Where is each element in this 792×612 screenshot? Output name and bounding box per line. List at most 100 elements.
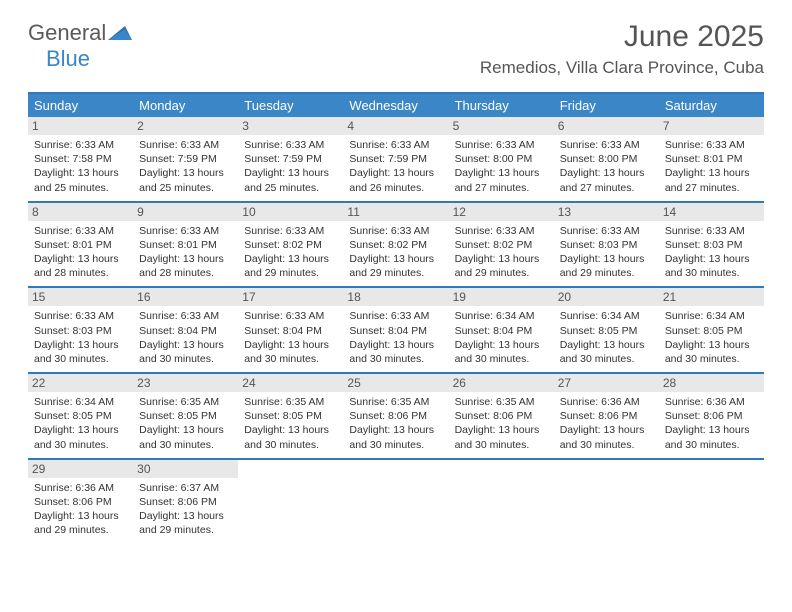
day-number: 28 xyxy=(659,374,764,392)
day-number: 2 xyxy=(133,117,238,135)
day-details: Sunrise: 6:36 AMSunset: 8:06 PMDaylight:… xyxy=(34,481,127,538)
day-cell: 22Sunrise: 6:34 AMSunset: 8:05 PMDayligh… xyxy=(28,374,133,458)
day-number: 13 xyxy=(554,203,659,221)
day-number: 12 xyxy=(449,203,554,221)
day-number: 26 xyxy=(449,374,554,392)
day-cell: 18 Sunrise: 6:33 AMSunset: 8:04 PMDayligh… xyxy=(343,288,448,372)
day-number: 30 xyxy=(133,460,238,478)
day-number: 7 xyxy=(659,117,764,135)
day-cell: 21 Sunrise: 6:34 AMSunset: 8:05 PMDayligh… xyxy=(659,288,764,372)
logo-triangle-icon xyxy=(108,26,132,40)
day-cell xyxy=(238,460,343,544)
header: General Blue June 2025 Remedios, Villa C… xyxy=(0,0,792,84)
day-cell: 19 Sunrise: 6:34 AMSunset: 8:04 PMDayligh… xyxy=(449,288,554,372)
day-number: 20 xyxy=(554,288,659,306)
day-cell: 12 Sunrise: 6:33 AMSunset: 8:02 PMDayligh… xyxy=(449,203,554,287)
week-row: 8 Sunrise: 6:33 AMSunset: 8:01 PMDaylight… xyxy=(28,203,764,289)
day-number: 8 xyxy=(28,203,133,221)
day-number: 4 xyxy=(343,117,448,135)
day-number: 24 xyxy=(238,374,343,392)
day-cell: 14 Sunrise: 6:33 AMSunset: 8:03 PMDayligh… xyxy=(659,203,764,287)
day-details: Sunrise: 6:34 AMSunset: 8:05 PMDaylight:… xyxy=(665,309,758,366)
page-title: June 2025 xyxy=(480,20,764,54)
weekday-saturday: Saturday xyxy=(659,94,764,117)
day-details: Sunrise: 6:33 AMSunset: 8:02 PMDaylight:… xyxy=(455,224,548,281)
day-details: Sunrise: 6:35 AMSunset: 8:05 PMDaylight:… xyxy=(139,395,232,452)
day-cell: 13 Sunrise: 6:33 AMSunset: 8:03 PMDayligh… xyxy=(554,203,659,287)
day-cell: 23 Sunrise: 6:35 AMSunset: 8:05 PMDayligh… xyxy=(133,374,238,458)
day-number: 29 xyxy=(28,460,133,478)
day-number: 3 xyxy=(238,117,343,135)
day-details: Sunrise: 6:33 AMSunset: 8:04 PMDaylight:… xyxy=(244,309,337,366)
day-cell: 27Sunrise: 6:36 AMSunset: 8:06 PMDayligh… xyxy=(554,374,659,458)
weekday-tuesday: Tuesday xyxy=(238,94,343,117)
day-number: 17 xyxy=(238,288,343,306)
day-details: Sunrise: 6:33 AMSunset: 8:00 PMDaylight:… xyxy=(560,138,653,195)
weeks-container: 1 Sunrise: 6:33 AMSunset: 7:58 PMDaylight… xyxy=(28,117,764,543)
day-number: 10 xyxy=(238,203,343,221)
day-number: 1 xyxy=(28,117,133,135)
day-number: 11 xyxy=(343,203,448,221)
week-row: 15 Sunrise: 6:33 AMSunset: 8:03 PMDayligh… xyxy=(28,288,764,374)
week-row: 29 Sunrise: 6:36 AMSunset: 8:06 PMDayligh… xyxy=(28,460,764,544)
day-details: Sunrise: 6:33 AMSunset: 8:02 PMDaylight:… xyxy=(244,224,337,281)
weekday-header-row: Sunday Monday Tuesday Wednesday Thursday… xyxy=(28,94,764,117)
day-cell: 30 Sunrise: 6:37 AMSunset: 8:06 PMDayligh… xyxy=(133,460,238,544)
day-details: Sunrise: 6:33 AMSunset: 8:03 PMDaylight:… xyxy=(665,224,758,281)
day-details: Sunrise: 6:33 AMSunset: 8:01 PMDaylight:… xyxy=(665,138,758,195)
day-number: 16 xyxy=(133,288,238,306)
day-cell: 15 Sunrise: 6:33 AMSunset: 8:03 PMDayligh… xyxy=(28,288,133,372)
day-cell: 7 Sunrise: 6:33 AMSunset: 8:01 PMDaylight… xyxy=(659,117,764,201)
day-details: Sunrise: 6:35 AMSunset: 8:06 PMDaylight:… xyxy=(349,395,442,452)
day-cell: 3Sunrise: 6:33 AMSunset: 7:59 PMDaylight… xyxy=(238,117,343,201)
weekday-sunday: Sunday xyxy=(28,94,133,117)
day-details: Sunrise: 6:33 AMSunset: 8:01 PMDaylight:… xyxy=(139,224,232,281)
week-row: 22Sunrise: 6:34 AMSunset: 8:05 PMDayligh… xyxy=(28,374,764,460)
day-number: 15 xyxy=(28,288,133,306)
logo-blue: Blue xyxy=(46,46,90,71)
day-cell xyxy=(554,460,659,544)
day-number: 14 xyxy=(659,203,764,221)
day-details: Sunrise: 6:33 AMSunset: 8:03 PMDaylight:… xyxy=(560,224,653,281)
day-number: 23 xyxy=(133,374,238,392)
weekday-thursday: Thursday xyxy=(449,94,554,117)
day-cell: 8Sunrise: 6:33 AMSunset: 8:01 PMDaylight… xyxy=(28,203,133,287)
day-cell: 2Sunrise: 6:33 AMSunset: 7:59 PMDaylight… xyxy=(133,117,238,201)
day-details: Sunrise: 6:33 AMSunset: 8:03 PMDaylight:… xyxy=(34,309,127,366)
weekday-friday: Friday xyxy=(554,94,659,117)
day-details: Sunrise: 6:33 AMSunset: 8:02 PMDaylight:… xyxy=(349,224,442,281)
day-number: 21 xyxy=(659,288,764,306)
day-cell: 1 Sunrise: 6:33 AMSunset: 7:58 PMDaylight… xyxy=(28,117,133,201)
day-details: Sunrise: 6:33 AMSunset: 7:58 PMDaylight:… xyxy=(34,138,127,195)
day-details: Sunrise: 6:34 AMSunset: 8:05 PMDaylight:… xyxy=(560,309,653,366)
day-cell: 25 Sunrise: 6:35 AMSunset: 8:06 PMDayligh… xyxy=(343,374,448,458)
day-details: Sunrise: 6:33 AMSunset: 8:04 PMDaylight:… xyxy=(349,309,442,366)
day-number: 6 xyxy=(554,117,659,135)
day-details: Sunrise: 6:33 AMSunset: 7:59 PMDaylight:… xyxy=(349,138,442,195)
day-cell: 29 Sunrise: 6:36 AMSunset: 8:06 PMDayligh… xyxy=(28,460,133,544)
day-details: Sunrise: 6:35 AMSunset: 8:05 PMDaylight:… xyxy=(244,395,337,452)
day-cell: 24 Sunrise: 6:35 AMSunset: 8:05 PMDayligh… xyxy=(238,374,343,458)
day-number: 5 xyxy=(449,117,554,135)
day-cell: 16 Sunrise: 6:33 AMSunset: 8:04 PMDayligh… xyxy=(133,288,238,372)
calendar: Sunday Monday Tuesday Wednesday Thursday… xyxy=(28,92,764,543)
title-block: June 2025 Remedios, Villa Clara Province… xyxy=(480,20,764,78)
day-number: 19 xyxy=(449,288,554,306)
day-details: Sunrise: 6:37 AMSunset: 8:06 PMDaylight:… xyxy=(139,481,232,538)
day-cell xyxy=(659,460,764,544)
day-details: Sunrise: 6:33 AMSunset: 8:04 PMDaylight:… xyxy=(139,309,232,366)
day-details: Sunrise: 6:34 AMSunset: 8:04 PMDaylight:… xyxy=(455,309,548,366)
logo: General Blue xyxy=(28,20,132,72)
day-number: 25 xyxy=(343,374,448,392)
day-cell: 28Sunrise: 6:36 AMSunset: 8:06 PMDayligh… xyxy=(659,374,764,458)
day-cell xyxy=(449,460,554,544)
day-number: 9 xyxy=(133,203,238,221)
day-number: 18 xyxy=(343,288,448,306)
day-cell: 4 Sunrise: 6:33 AMSunset: 7:59 PMDaylight… xyxy=(343,117,448,201)
logo-general: General xyxy=(28,20,106,45)
logo-text: General Blue xyxy=(28,20,132,72)
day-details: Sunrise: 6:35 AMSunset: 8:06 PMDaylight:… xyxy=(455,395,548,452)
day-cell: 9 Sunrise: 6:33 AMSunset: 8:01 PMDaylight… xyxy=(133,203,238,287)
location-subtitle: Remedios, Villa Clara Province, Cuba xyxy=(480,58,764,78)
day-cell: 10 Sunrise: 6:33 AMSunset: 8:02 PMDayligh… xyxy=(238,203,343,287)
